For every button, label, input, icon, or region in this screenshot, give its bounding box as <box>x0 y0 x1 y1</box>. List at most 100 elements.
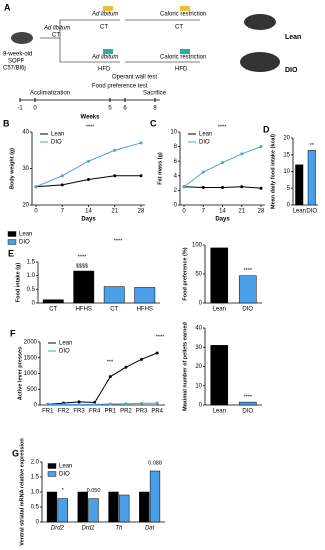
bar <box>238 275 257 304</box>
y-tick-label: 2.0 <box>31 460 40 466</box>
y-tick-label: 1.5 <box>31 475 40 481</box>
y-tick-label: 5 <box>287 186 291 192</box>
timeline-event: Acclimatization <box>30 91 70 97</box>
marker <box>124 402 128 406</box>
mouse-icon <box>240 52 280 72</box>
x-tick-label: HFHS <box>137 307 153 313</box>
x-tick-label: Lean <box>213 409 226 415</box>
marker <box>113 174 117 178</box>
marker <box>155 401 159 405</box>
mouse-icon <box>244 14 276 30</box>
annotation: **** <box>86 124 95 130</box>
outcome: DIO <box>285 67 298 74</box>
marker <box>87 177 90 181</box>
x-tick-label: 14 <box>85 209 92 215</box>
marker <box>34 185 38 189</box>
marker <box>108 402 112 406</box>
marker <box>182 185 186 189</box>
x-tick-label: Drd2 <box>51 526 65 532</box>
bar <box>42 299 64 304</box>
y-tick-label: 0 <box>174 203 178 209</box>
x-tick-label: FR3 <box>73 409 85 415</box>
x-tick-label: 0 <box>34 209 38 215</box>
y-axis-label: Food preference (%) <box>182 247 188 300</box>
bar <box>307 150 316 206</box>
y-tick-label: 10 <box>283 169 290 175</box>
line <box>47 402 158 406</box>
bar <box>57 498 68 523</box>
x-tick-label: PR2 <box>120 409 132 415</box>
timeline-tick-label: 0 <box>33 106 37 112</box>
legend-label: Lean <box>51 132 64 138</box>
marker <box>201 170 205 174</box>
x-tick-label: CT <box>49 307 57 313</box>
y-tick-label: 1.0 <box>27 273 36 279</box>
arm-mode: Ad libitum <box>91 12 118 18</box>
annotation: 0.088 <box>148 460 162 466</box>
panel-label: F <box>10 328 16 338</box>
y-tick-label: 1500 <box>24 355 38 361</box>
mouse-icon <box>11 32 33 44</box>
y-tick-label: 1.5 <box>27 260 36 266</box>
line <box>183 146 262 188</box>
panel-label: A <box>4 2 11 12</box>
y-axis-label: Body weight (g) <box>9 148 15 189</box>
annotation: **** <box>243 395 252 401</box>
marker <box>77 400 81 404</box>
marker <box>139 174 143 178</box>
arrows <box>40 19 200 63</box>
timeline-event: Food preference test <box>92 84 148 90</box>
x-tick-label: DIO <box>242 409 253 415</box>
legend-swatch <box>7 231 17 237</box>
marker <box>46 403 50 407</box>
marker <box>93 402 97 406</box>
bar <box>46 491 58 523</box>
arm-diet: CT <box>52 33 60 39</box>
panel-label: E <box>8 248 14 258</box>
panel-label: B <box>3 118 10 128</box>
legend-label: DIO <box>51 140 62 146</box>
x-tick-label: HFHS <box>76 307 92 313</box>
x-tick-label: 7 <box>202 209 206 215</box>
bar <box>134 287 156 304</box>
timeline-tick-label: -1 <box>17 106 23 112</box>
y-tick-label: 6 <box>174 159 178 165</box>
marker <box>240 152 244 156</box>
y-axis-label: Maximal number of pellets earned <box>182 322 188 411</box>
x-tick-label: Lean <box>293 209 306 215</box>
annotation: $$$$ <box>76 263 88 269</box>
marker <box>87 159 90 163</box>
x-tick-label: PR1 <box>104 409 116 415</box>
arm-mode: Caloric restriction <box>160 55 206 61</box>
marker <box>108 375 112 379</box>
annotation: **** <box>243 268 252 274</box>
marker <box>140 357 144 361</box>
x-tick-label: 28 <box>138 209 145 215</box>
x-axis-label: Days <box>215 217 230 223</box>
y-tick-label: 0 <box>36 520 40 526</box>
annotation: **** <box>218 124 227 130</box>
y-tick-label: 10 <box>170 130 177 136</box>
timeline-tick-label: 8 <box>153 106 157 112</box>
panel-label: C <box>150 118 157 128</box>
marker <box>60 183 64 187</box>
food-icon <box>180 6 190 11</box>
y-axis-label: Ventral striatal mRNA relative expressio… <box>19 438 25 546</box>
timeline-tick-label: 6 <box>123 106 127 112</box>
line <box>47 352 158 405</box>
y-axis-label: Mean daily food intake (kcal) <box>270 134 276 209</box>
annotation: ** <box>310 143 315 149</box>
y-tick-label: 0.5 <box>27 287 36 293</box>
legend-label: DIO <box>59 349 70 355</box>
arm-diet: CT <box>175 25 183 31</box>
x-tick-label: 21 <box>238 209 245 215</box>
line <box>35 175 141 188</box>
marker <box>259 186 263 190</box>
arm-mode: Ad libitum <box>43 26 70 32</box>
x-tick-label: PR3 <box>136 409 148 415</box>
x-tick-label: Dat <box>145 526 155 532</box>
y-tick-label: 20 <box>195 364 202 370</box>
bar <box>210 345 229 406</box>
x-tick-label: 21 <box>111 209 118 215</box>
